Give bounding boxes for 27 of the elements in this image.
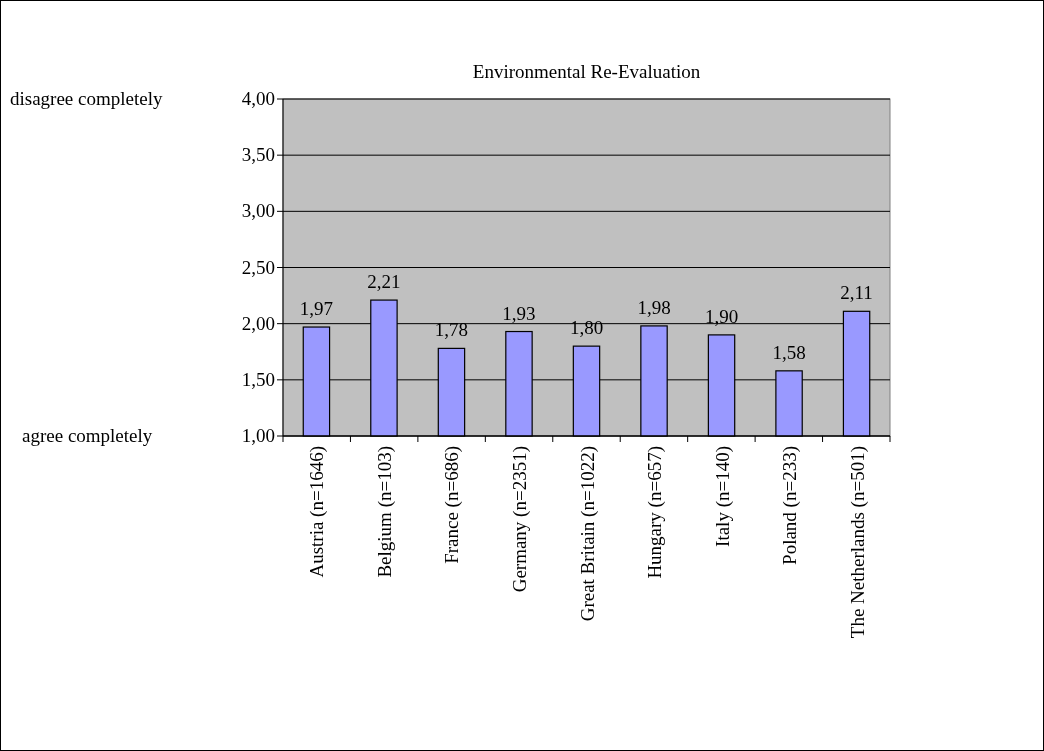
x-tick-label: Italy (n=140) bbox=[711, 446, 734, 547]
y-tick-label: 3,50 bbox=[241, 144, 275, 166]
y-tick-label: 3,00 bbox=[241, 200, 275, 222]
x-tick-label: France (n=686) bbox=[441, 446, 464, 564]
x-tick-label: The Netherlands (n=501) bbox=[846, 446, 869, 639]
chart-title: Environmental Re-Evaluation bbox=[472, 61, 701, 82]
data-label: 1,98 bbox=[637, 296, 671, 318]
y-tick-label: 1,50 bbox=[241, 368, 275, 390]
data-label: 2,11 bbox=[840, 282, 873, 304]
data-label: 2,21 bbox=[367, 271, 401, 293]
text: agree completely bbox=[22, 425, 153, 446]
x-tick-label: Austria (n=1646) bbox=[306, 446, 329, 578]
x-tick-label: Hungary (n=657) bbox=[644, 446, 667, 579]
x-tick-label: Belgium (n=103) bbox=[373, 446, 396, 578]
data-label: 1,58 bbox=[772, 341, 806, 363]
text: disagree completely bbox=[10, 88, 163, 109]
x-tick-label: Great Britain (n=1022) bbox=[576, 446, 599, 622]
y-tick-label: 4,00 bbox=[241, 88, 275, 109]
data-label: 1,90 bbox=[704, 305, 739, 327]
y-tick-label: 2,50 bbox=[241, 256, 275, 278]
x-tick-label: Poland (n=233) bbox=[779, 446, 802, 565]
data-label: 1,97 bbox=[299, 298, 334, 320]
y-tick-label: 1,00 bbox=[241, 425, 275, 446]
y-tick-label: 2,00 bbox=[241, 312, 275, 334]
data-label: 1,93 bbox=[502, 302, 536, 324]
data-label: 1,78 bbox=[434, 319, 469, 341]
x-tick-label: Germany (n=2351) bbox=[508, 446, 531, 593]
